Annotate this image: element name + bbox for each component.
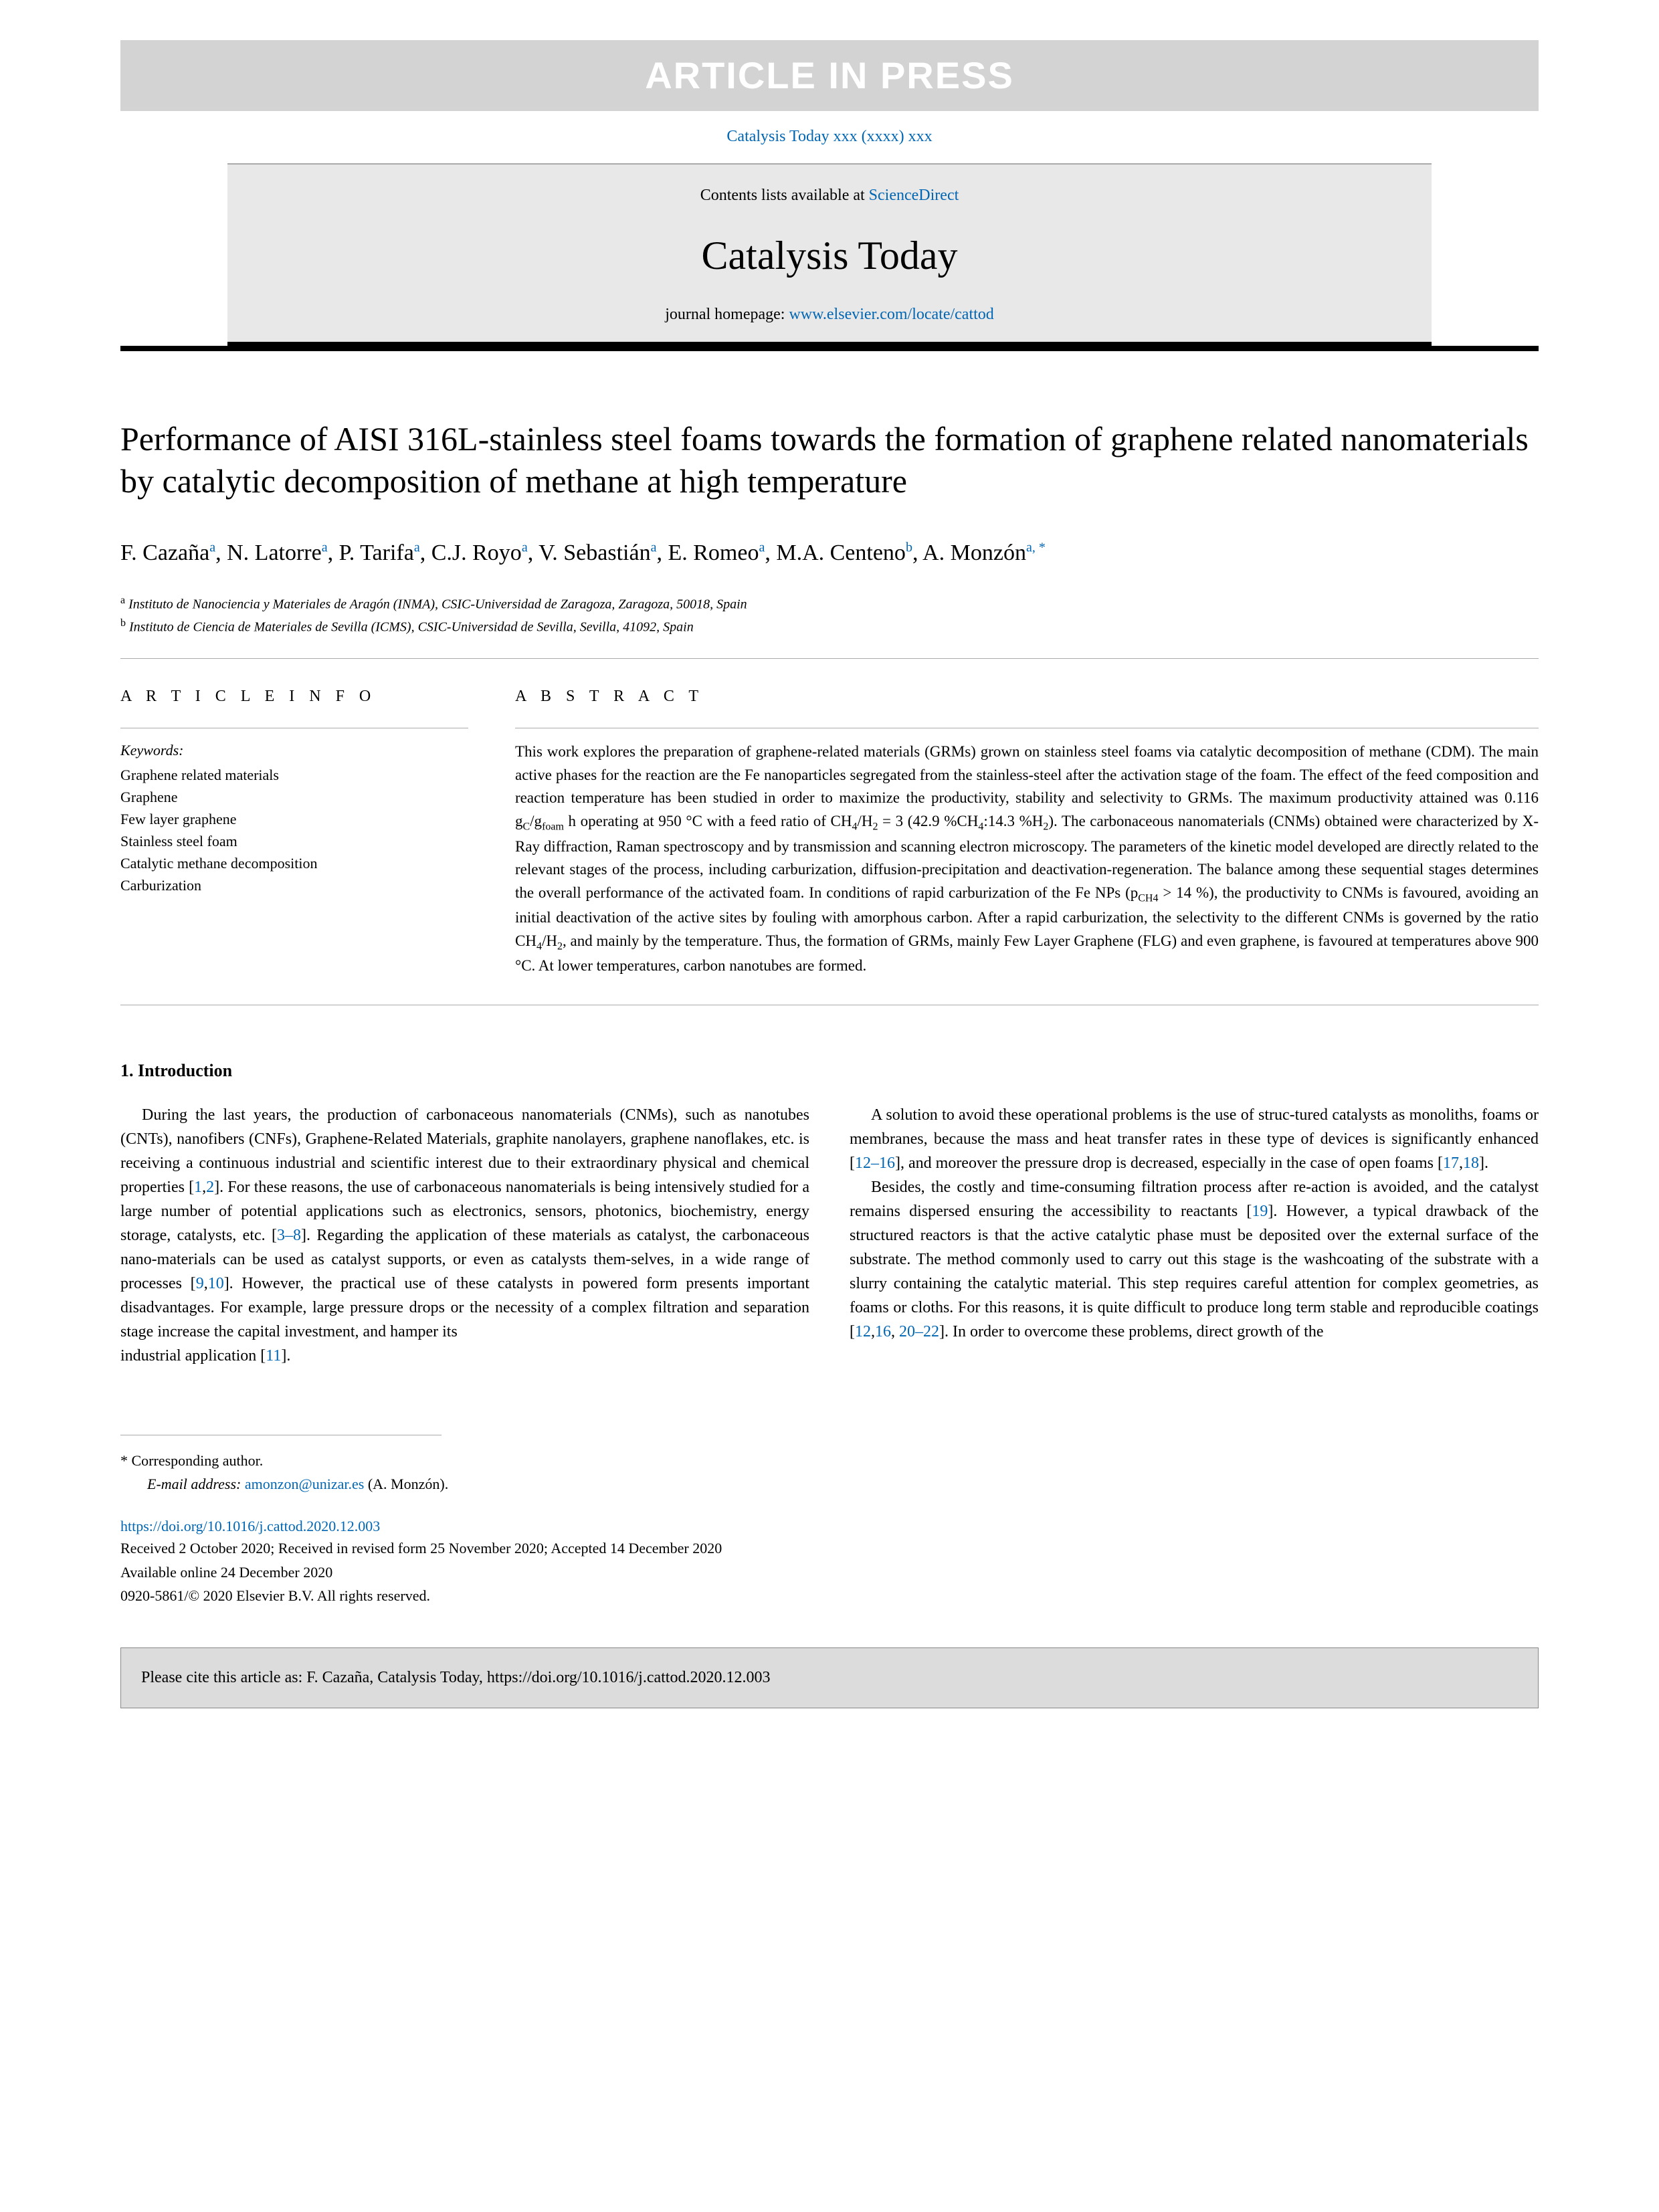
- journal-title: Catalysis Today: [227, 227, 1432, 284]
- affiliations: a Instituto de Nanociencia y Materiales …: [120, 592, 1539, 659]
- keyword-item: Stainless steel foam: [120, 830, 468, 852]
- intro-para-2a: industrial application [11].: [120, 1344, 809, 1368]
- journal-homepage-line: journal homepage: www.elsevier.com/locat…: [227, 304, 1432, 326]
- journal-header-box: Contents lists available at ScienceDirec…: [227, 164, 1432, 346]
- article-dates: Received 2 October 2020; Received in rev…: [120, 1536, 1539, 1560]
- article-info-heading: A R T I C L E I N F O: [120, 686, 468, 729]
- cite-as-box: Please cite this article as: F. Cazaña, …: [120, 1647, 1539, 1709]
- keyword-item: Graphene related materials: [120, 764, 468, 786]
- journal-homepage-link[interactable]: www.elsevier.com/locate/cattod: [789, 306, 993, 323]
- article-in-press-banner: ARTICLE IN PRESS: [120, 40, 1539, 111]
- journal-reference: Catalysis Today xxx (xxxx) xxx: [120, 111, 1539, 163]
- abstract-text: This work explores the preparation of gr…: [515, 740, 1539, 977]
- keyword-item: Catalytic methane decomposition: [120, 852, 468, 874]
- keywords-label: Keywords:: [120, 740, 468, 761]
- copyright-line: 0920-5861/© 2020 Elsevier B.V. All right…: [120, 1584, 1539, 1607]
- affiliation-line: b Instituto de Ciencia de Materiales de …: [120, 615, 1539, 638]
- keyword-item: Carburization: [120, 874, 468, 896]
- sciencedirect-link[interactable]: ScienceDirect: [869, 187, 959, 204]
- intro-para-1: During the last years, the production of…: [120, 1103, 809, 1344]
- keywords-list: Graphene related materialsGrapheneFew la…: [120, 764, 468, 896]
- intro-para-2b: A solution to avoid these operational pr…: [850, 1103, 1539, 1175]
- affiliation-line: a Instituto de Nanociencia y Materiales …: [120, 592, 1539, 615]
- contents-available-line: Contents lists available at ScienceDirec…: [227, 185, 1432, 207]
- corresponding-author-block: * Corresponding author. E-mail address: …: [120, 1449, 1539, 1496]
- introduction-heading: 1. Introduction: [120, 1059, 1539, 1083]
- paper-title: Performance of AISI 316L-stainless steel…: [120, 418, 1539, 502]
- intro-para-2c: Besides, the costly and time-consuming f…: [850, 1175, 1539, 1344]
- corresponding-email-link[interactable]: amonzon@unizar.es: [245, 1476, 364, 1492]
- article-info-column: A R T I C L E I N F O Keywords: Graphene…: [120, 686, 468, 978]
- available-online: Available online 24 December 2020: [120, 1561, 1539, 1584]
- keyword-item: Graphene: [120, 786, 468, 808]
- abstract-column: A B S T R A C T This work explores the p…: [515, 686, 1539, 978]
- doi-link[interactable]: https://doi.org/10.1016/j.cattod.2020.12…: [120, 1516, 1539, 1537]
- corresponding-label: * Corresponding author.: [120, 1449, 1539, 1472]
- keyword-item: Few layer graphene: [120, 808, 468, 830]
- introduction-body: During the last years, the production of…: [120, 1103, 1539, 1368]
- authors-list: F. Cazañaa, N. Latorrea, P. Tarifaa, C.J…: [120, 535, 1539, 571]
- abstract-heading: A B S T R A C T: [515, 686, 1539, 729]
